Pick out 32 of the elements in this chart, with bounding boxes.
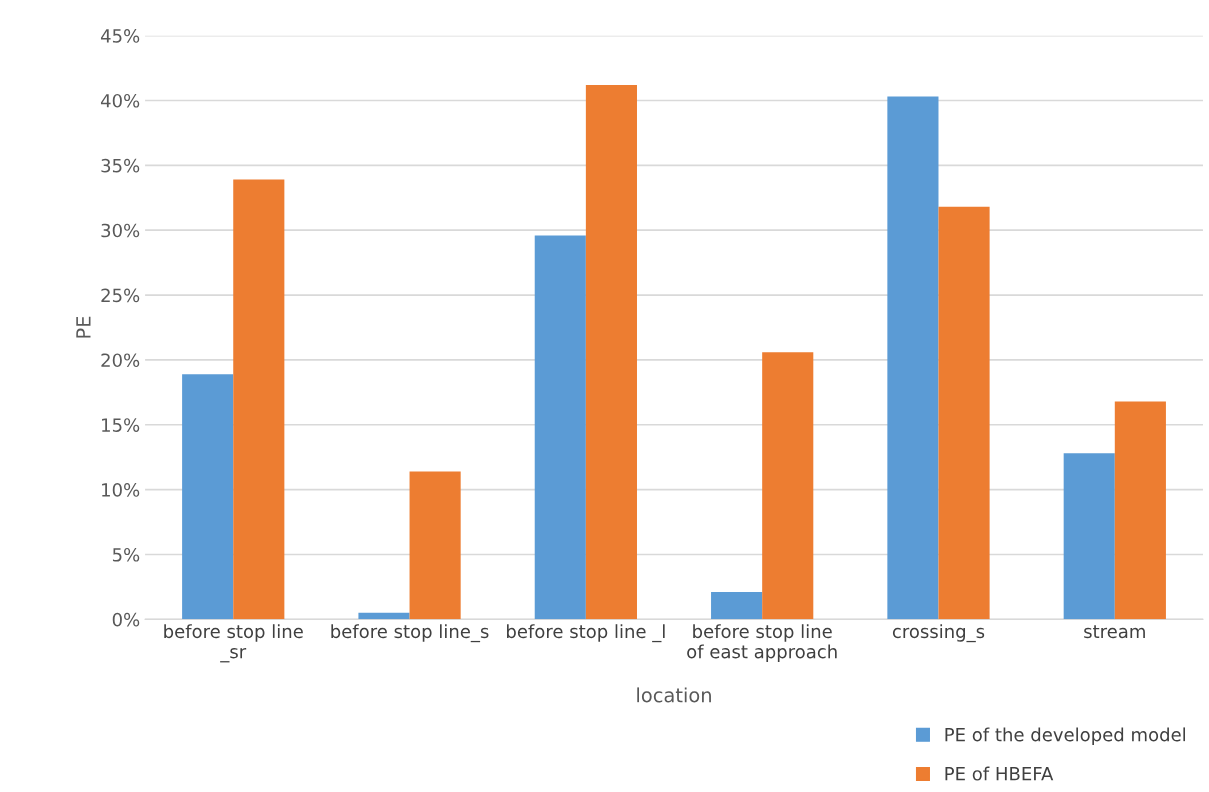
bar bbox=[711, 592, 763, 620]
y-tick-label: 35% bbox=[101, 158, 140, 173]
bar bbox=[585, 84, 637, 620]
x-axis-title: location bbox=[637, 687, 711, 703]
legend-label: PE of HBEFA bbox=[945, 766, 1054, 781]
y-tick-label: 20% bbox=[101, 353, 140, 368]
x-tick-label: before stop line_s bbox=[331, 624, 489, 643]
bar bbox=[534, 235, 586, 620]
y-tick-label: 15% bbox=[102, 418, 140, 432]
legend-label: PE of the developed model bbox=[945, 727, 1185, 745]
x-tick-label: before stop line of east approach bbox=[687, 624, 837, 662]
bar bbox=[233, 179, 285, 620]
bar bbox=[409, 471, 461, 620]
y-tick-label: 10% bbox=[102, 483, 140, 497]
bar bbox=[1063, 453, 1115, 620]
y-tick-label: 45% bbox=[100, 29, 140, 43]
y-tick-label: 0% bbox=[112, 612, 140, 627]
y-tick-label: 25% bbox=[101, 288, 140, 303]
y-tick-label: 5% bbox=[112, 547, 140, 562]
bar bbox=[887, 96, 939, 620]
bar bbox=[938, 206, 990, 620]
bar bbox=[182, 374, 234, 620]
y-tick-label: 30% bbox=[101, 223, 140, 238]
y-axis-title: PE bbox=[76, 316, 91, 338]
bar bbox=[762, 352, 814, 620]
y-tick-label: 40% bbox=[100, 93, 140, 108]
x-tick-label: crossing_s bbox=[892, 624, 985, 643]
x-tick-label: before stop line _sr bbox=[164, 624, 303, 663]
x-tick-label: stream bbox=[1084, 625, 1145, 639]
x-tick-label: before stop line _l bbox=[507, 624, 665, 643]
bar bbox=[1114, 401, 1166, 620]
bar bbox=[358, 612, 410, 620]
